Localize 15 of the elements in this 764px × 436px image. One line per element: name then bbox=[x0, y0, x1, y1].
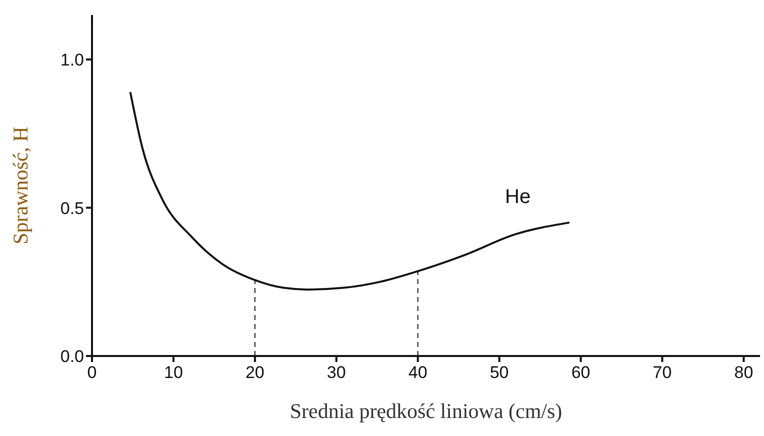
annotation: He bbox=[505, 186, 531, 209]
x-tick-label: 20 bbox=[245, 363, 264, 382]
x-tick-label: 0 bbox=[87, 363, 97, 382]
y-tick-label: 0.0 bbox=[60, 347, 84, 366]
x-tick-label: 30 bbox=[326, 363, 346, 382]
y-tick-label: 0.5 bbox=[60, 198, 84, 218]
y-tick-label: 1.0 bbox=[60, 50, 84, 70]
x-tick-label: 70 bbox=[652, 363, 672, 382]
x-tick-label: 60 bbox=[571, 363, 590, 382]
y-axis-title: Sprawność, H bbox=[8, 126, 32, 244]
x-tick-label: 10 bbox=[164, 363, 183, 382]
x-tick-label: 40 bbox=[408, 363, 428, 382]
x-axis-title: Srednia prędkość liniowa (cm/s) bbox=[290, 399, 562, 423]
x-tick-label: 50 bbox=[490, 363, 509, 382]
x-tick-label: 80 bbox=[734, 363, 754, 382]
